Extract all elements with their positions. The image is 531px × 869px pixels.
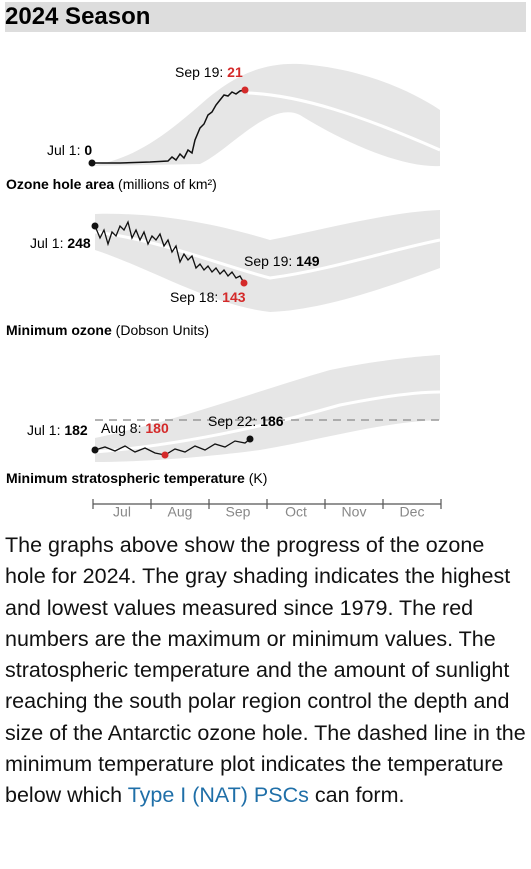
psc-link[interactable]: Type I (NAT) PSCs <box>127 783 309 808</box>
marker <box>240 279 248 287</box>
month-label: Jul <box>113 504 131 520</box>
month-label: Nov <box>342 504 367 520</box>
panel-label: Minimum ozone (Dobson Units) <box>6 322 209 338</box>
marker <box>91 446 99 454</box>
range-shade <box>90 63 440 167</box>
charts: Sep 19: 21 Jul 1: 0 Ozone hole area (mil… <box>6 63 442 520</box>
data-line <box>94 438 251 456</box>
median-line <box>94 230 441 280</box>
data-line <box>94 220 245 284</box>
annotation: Sep 22: 186 <box>208 413 284 429</box>
marker <box>241 86 249 94</box>
marker <box>88 159 96 167</box>
description-text: The graphs above show the progress of th… <box>5 533 526 808</box>
marker <box>246 435 254 443</box>
panel-label: Minimum stratospheric temperature (K) <box>6 470 267 486</box>
description: The graphs above show the progress of th… <box>5 530 529 812</box>
range-shade <box>95 355 440 462</box>
annotation: Jul 1: 182 <box>27 422 88 438</box>
month-label: Aug <box>168 504 193 520</box>
data-line <box>92 89 246 164</box>
annotation: Sep 18: 143 <box>170 289 246 305</box>
month-label: Oct <box>285 504 307 520</box>
month-label: Sep <box>226 504 251 520</box>
annotation: Sep 19: 149 <box>244 253 320 269</box>
annotation: Aug 8: 180 <box>101 420 169 436</box>
marker <box>91 222 99 230</box>
median-line <box>94 390 441 454</box>
annotation: Sep 19: 21 <box>175 64 243 80</box>
header-title: 2024 Season <box>5 2 526 32</box>
panel-label: Ozone hole area (millions of km²) <box>6 176 217 192</box>
month-axis: Jul Aug Sep Oct Nov Dec <box>92 499 442 520</box>
marker <box>161 451 169 459</box>
range-shade <box>95 210 440 312</box>
median-line <box>247 91 441 152</box>
month-label: Dec <box>400 504 425 520</box>
annotation: Jul 1: 0 <box>47 142 92 158</box>
description-text: can form. <box>308 783 405 808</box>
annotation: Jul 1: 248 <box>30 235 91 251</box>
